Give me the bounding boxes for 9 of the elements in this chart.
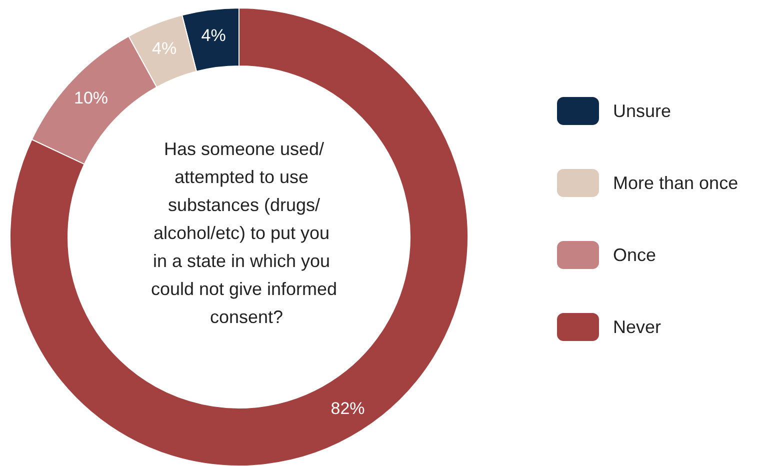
data-label: 4%: [201, 26, 226, 46]
text: Has someone used/attempted to use substances (drugs/alcohol/etc) to put you in a state in which you could not give informed consent?: [150, 139, 338, 327]
legend-label: Never: [613, 317, 662, 337]
data-label: 4%: [152, 38, 177, 58]
data-label: 82%: [330, 398, 365, 418]
legend-label: More than once: [613, 173, 738, 193]
legend-label: Unsure: [613, 101, 672, 121]
legend-label: Once: [613, 245, 656, 265]
data-label: 10%: [74, 88, 108, 108]
